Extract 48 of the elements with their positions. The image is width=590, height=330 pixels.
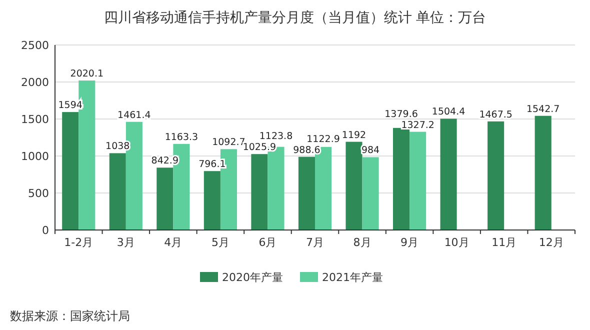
x-tick-label: 4月 <box>164 236 182 249</box>
data-label: 1467.5 <box>479 109 512 120</box>
data-label: 2020.1 <box>70 68 104 80</box>
y-tick-label: 2000 <box>21 76 49 89</box>
legend-label: 2020年产量 <box>222 271 283 284</box>
data-label: 1504.4 <box>432 106 466 118</box>
data-label: 1092.7 <box>212 137 246 148</box>
y-tick-label: 2500 <box>21 39 49 52</box>
bar <box>251 154 268 230</box>
bar <box>410 132 426 230</box>
x-tick-label: 5月 <box>211 236 230 249</box>
bar <box>62 112 79 230</box>
x-tick-label: 10月 <box>444 236 470 249</box>
bar <box>362 157 379 230</box>
source-note: 数据来源：国家统计局 <box>10 309 130 323</box>
bar <box>109 153 126 230</box>
bar <box>156 168 174 230</box>
x-tick-label: 3月 <box>116 236 135 249</box>
x-tick-label: 6月 <box>258 236 277 249</box>
data-label: 984 <box>361 145 380 156</box>
bar <box>204 171 220 230</box>
bar <box>393 128 410 230</box>
y-tick-label: 1500 <box>21 113 49 126</box>
x-tick-label: 8月 <box>353 236 372 249</box>
data-label: 1123.8 <box>259 131 293 142</box>
data-label: 1025.9 <box>242 142 276 154</box>
bar <box>440 118 457 230</box>
bar <box>488 121 504 230</box>
x-tick-label: 11月 <box>492 236 517 249</box>
chart-title: 四川省移动通信手持机产量分月度（当月值）统计 单位：万台 <box>104 10 486 26</box>
data-label: 1163.3 <box>164 132 198 143</box>
data-label: 1192 <box>342 130 366 141</box>
legend-label: 2021年产量 <box>322 271 383 284</box>
y-tick-label: 500 <box>28 187 49 200</box>
bar <box>534 116 552 230</box>
data-label: 1461.4 <box>118 110 151 121</box>
bar <box>346 142 362 230</box>
data-label: 1542.7 <box>526 104 560 115</box>
y-tick-label: 1000 <box>21 150 49 163</box>
x-tick-label: 7月 <box>306 236 324 249</box>
x-tick-label: 9月 <box>400 236 419 249</box>
data-label: 1379.6 <box>384 108 418 120</box>
data-label: 1327.2 <box>401 120 434 131</box>
data-label: 1122.9 <box>306 134 340 145</box>
x-tick-label: 1-2月 <box>64 236 94 249</box>
bar <box>298 156 315 230</box>
y-tick-label: 0 <box>42 224 49 237</box>
x-tick-label: 12月 <box>538 236 564 249</box>
